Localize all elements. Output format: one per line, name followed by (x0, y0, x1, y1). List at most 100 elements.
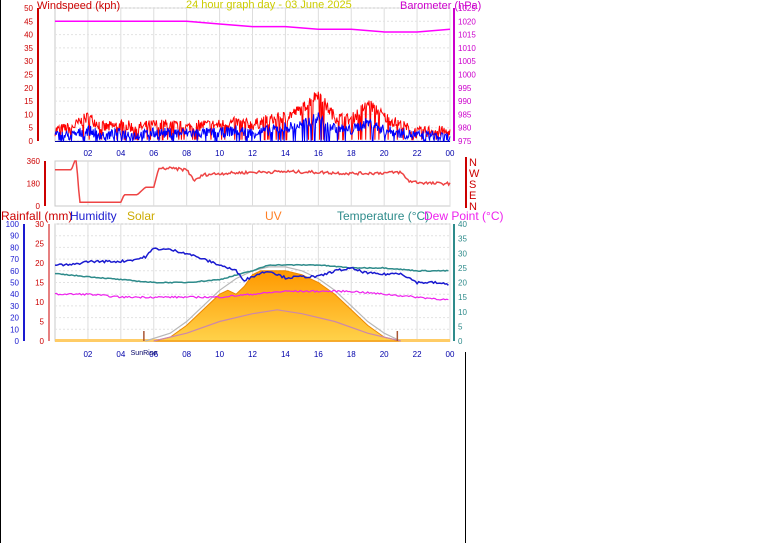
direction-tick-360: 360 (27, 157, 41, 166)
barometer-tick-1000: 1000 (458, 71, 476, 80)
bottom-x-tick-18: 18 (347, 350, 356, 359)
humidity-tick-90: 90 (10, 232, 19, 241)
humidity-tick-20: 20 (10, 314, 19, 323)
temperature-tick-20: 20 (458, 279, 467, 288)
wind-x-tick-06: 06 (149, 149, 158, 158)
humidity-tick-30: 30 (10, 302, 19, 311)
wind-x-tick-14: 14 (281, 149, 290, 158)
solar-tick-25: 25 (35, 240, 44, 249)
direction-tick-180: 180 (27, 180, 41, 189)
compass-n-0: N (469, 157, 477, 169)
legend-rainfall: Rainfall (mm) (1, 209, 72, 223)
bottom-gridlines (55, 223, 451, 342)
solar-clear-sky-line (145, 266, 401, 342)
solar-layer (145, 266, 401, 342)
bottom-x-tick-14: 14 (281, 350, 290, 359)
bottom-x-tick-02: 02 (83, 350, 92, 359)
compass-e-3: E (469, 190, 476, 202)
barometer-series-line (55, 20, 451, 33)
barometer-tick-1010: 1010 (458, 44, 476, 53)
bottom-x-tick-22: 22 (413, 350, 422, 359)
wind-tick-30: 30 (24, 57, 33, 66)
legend-temperature: Temperature (°C) (337, 209, 429, 223)
humidity-tick-70: 70 (10, 255, 19, 264)
legend-uv: UV (265, 209, 282, 223)
bottom-x-tick-00: 00 (446, 350, 455, 359)
humidity-tick-80: 80 (10, 243, 19, 252)
humidity-tick-10: 10 (10, 325, 19, 334)
bottom-x-tick-16: 16 (314, 350, 323, 359)
wind-x-tick-00: 00 (446, 149, 455, 158)
temperature-tick-35: 35 (458, 235, 467, 244)
wind-tick-15: 15 (24, 97, 33, 106)
uv-series-line (153, 309, 401, 342)
humidity-tick-40: 40 (10, 290, 19, 299)
wind-x-tick-02: 02 (83, 149, 92, 158)
solar-tick-0: 0 (40, 337, 45, 346)
bottom-x-tick-06: 06 (149, 350, 158, 359)
wind-x-tick-16: 16 (314, 149, 323, 158)
wind-x-tick-20: 20 (380, 149, 389, 158)
compass-s-2: S (469, 179, 476, 191)
legend-humidity: Humidity (70, 209, 117, 223)
solar-tick-5: 5 (40, 318, 45, 327)
wind-x-tick-04: 04 (116, 149, 125, 158)
solar-tick-10: 10 (35, 298, 44, 307)
wind-lines (54, 20, 451, 143)
bottom-x-tick-08: 08 (182, 350, 191, 359)
wind-tick-40: 40 (24, 31, 33, 40)
legend-solar: Solar (127, 209, 155, 223)
sunrise-label: SunRise (131, 350, 158, 357)
compass-w-1: W (469, 168, 480, 180)
humidity-series-line (54, 247, 449, 286)
wind-tick-45: 45 (24, 17, 33, 26)
temperature-tick-15: 15 (458, 293, 467, 302)
barometer-tick-1005: 1005 (458, 57, 476, 66)
wind-tick-20: 20 (24, 84, 33, 93)
temperature-series-line (55, 263, 449, 284)
wind-x-tick-08: 08 (182, 149, 191, 158)
barometer-tick-975: 975 (458, 137, 472, 146)
barometer-tick-980: 980 (458, 124, 472, 133)
barometer-axis-label: Barometer (hPa) (400, 0, 481, 12)
bottom-x-tick-10: 10 (215, 350, 224, 359)
barometer-tick-995: 995 (458, 84, 472, 93)
wind-tick-35: 35 (24, 44, 33, 53)
compass-n-4: N (469, 201, 477, 213)
bottom-lines (54, 247, 449, 301)
wind-x-tick-18: 18 (347, 149, 356, 158)
wind-axis-label: Windspeed (kph) (37, 0, 120, 12)
wind-x-tick-10: 10 (215, 149, 224, 158)
graph-title: 24 hour graph day - 03 June 2025 (186, 0, 352, 11)
temperature-tick-10: 10 (458, 308, 467, 317)
barometer-tick-990: 990 (458, 97, 472, 106)
humidity-tick-0: 0 (15, 337, 20, 346)
humidity-tick-60: 60 (10, 267, 19, 276)
wind-tick-0: 0 (29, 137, 34, 146)
temperature-tick-25: 25 (458, 264, 467, 273)
sun-markers: SunRise (131, 331, 399, 357)
direction-tick-0: 0 (36, 202, 41, 211)
bottom-x-tick-12: 12 (248, 350, 257, 359)
bottom-x-tick-04: 04 (116, 350, 125, 359)
dew-point-series-line (54, 289, 449, 301)
temperature-tick-40: 40 (458, 220, 467, 229)
barometer-tick-1020: 1020 (458, 17, 476, 26)
temperature-tick-5: 5 (458, 322, 463, 331)
temperature-tick-30: 30 (458, 249, 467, 258)
barometer-tick-1025: 1025 (458, 4, 476, 13)
wind-tick-50: 50 (24, 4, 33, 13)
wind-x-tick-12: 12 (248, 149, 257, 158)
wind-tick-10: 10 (24, 110, 33, 119)
wind-series-line (54, 112, 451, 143)
temperature-tick-0: 0 (458, 337, 463, 346)
direction-lines (55, 160, 451, 204)
humidity-tick-100: 100 (6, 220, 20, 229)
gust-series-line (54, 91, 451, 141)
direction-series-line (55, 160, 451, 204)
legend-dew-point: Dew Point (°C) (424, 209, 503, 223)
solar-tick-30: 30 (35, 220, 44, 229)
